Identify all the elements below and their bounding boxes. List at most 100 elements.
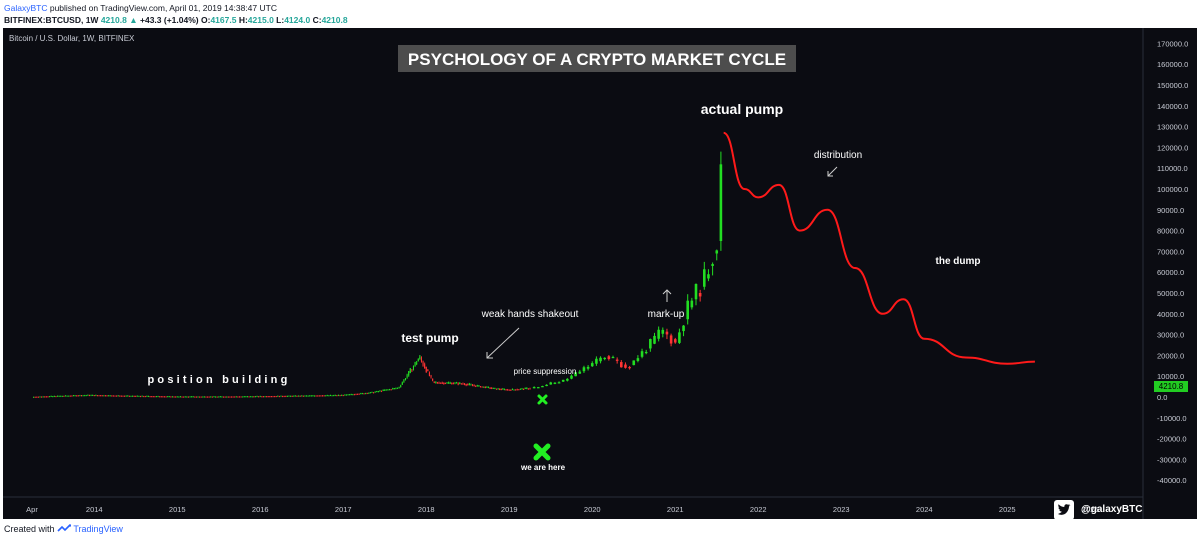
candle-body	[420, 358, 423, 362]
candle-body	[109, 395, 111, 397]
candle-body	[125, 395, 127, 397]
candle-body	[361, 393, 363, 395]
candle-body	[527, 388, 529, 390]
candle-body	[392, 388, 394, 390]
candle-body	[108, 395, 110, 397]
x-tick-label: 2024	[916, 505, 933, 514]
candle-body	[446, 382, 448, 384]
candle-body	[524, 387, 526, 390]
candle-body	[325, 395, 327, 397]
candle-body	[45, 396, 47, 398]
candle-body	[478, 385, 480, 387]
candle-body	[114, 395, 116, 397]
candle-body	[374, 391, 376, 393]
candle-body	[719, 164, 723, 241]
candle-body	[460, 383, 462, 385]
tradingview-link[interactable]: TradingView	[73, 524, 123, 534]
candle-body	[368, 392, 370, 394]
candle-body	[39, 396, 41, 398]
candle-body	[310, 395, 312, 397]
candle-body	[208, 396, 210, 398]
close-value: 4210.8	[321, 15, 348, 25]
candle-body	[404, 378, 407, 380]
candle-body	[570, 375, 573, 379]
candle-body	[84, 395, 86, 397]
candle-body	[267, 396, 269, 398]
candle-body	[243, 396, 245, 398]
candle-body	[393, 388, 395, 390]
candle-body	[36, 396, 38, 398]
price-axis[interactable]: 170000.0 160000.0 150000.0 140000.0 130000.0…	[1157, 39, 1188, 485]
candle-body	[184, 396, 186, 398]
mark-up-label: mark-up	[648, 309, 685, 320]
symbol-text: BITFINEX:BTCUSD, 1W	[4, 15, 99, 25]
candle-body	[363, 393, 365, 395]
candle-body	[163, 396, 166, 398]
candle-body	[365, 392, 367, 395]
candle-body	[438, 382, 440, 384]
candle-body	[76, 395, 78, 397]
candle-body	[430, 375, 432, 377]
twitter-icon	[1054, 500, 1074, 520]
time-axis[interactable]: Apr 2014 2015 2016 2017 2018 2019 2020 2021 2022 2…	[26, 505, 1098, 514]
candle-body	[347, 394, 349, 396]
candle-body	[168, 396, 170, 398]
candle-body	[465, 384, 467, 386]
last-price: 4210.8	[100, 15, 127, 25]
candle-body	[353, 394, 355, 396]
candle-body	[406, 375, 408, 378]
candle-body	[428, 372, 430, 376]
candle-body	[425, 367, 427, 373]
candle-body	[53, 395, 55, 398]
last-price-tag	[1154, 381, 1188, 392]
candle-body	[396, 387, 399, 389]
candle-body	[644, 351, 648, 354]
candle-body	[202, 396, 204, 398]
candle-body	[226, 396, 228, 398]
x-tick-label: 2018	[418, 505, 435, 514]
candle-body	[151, 396, 153, 398]
y-tick-label: 140000.0	[1157, 102, 1188, 111]
candle-body	[50, 395, 52, 398]
y-tick-label: 100000.0	[1157, 185, 1188, 194]
up-arrow-icon: ▲	[129, 15, 138, 25]
low-value: 4124.0	[284, 15, 311, 25]
candle-body	[473, 385, 475, 387]
candle-body	[197, 396, 199, 398]
candle-body	[640, 351, 644, 357]
candle-body	[58, 395, 60, 397]
candle-body	[387, 389, 389, 391]
candle-body	[299, 395, 301, 397]
candle-body	[511, 388, 513, 391]
candle-body	[133, 395, 135, 398]
candle-body	[376, 390, 378, 393]
y-tick-label: -20000.0	[1157, 435, 1187, 444]
candle-body	[690, 300, 694, 308]
candle-body	[280, 395, 282, 397]
candle-body	[433, 381, 435, 383]
candle-body	[301, 395, 303, 397]
candle-body	[553, 382, 557, 384]
twitter-badge[interactable]: @galaxyBTC	[1054, 497, 1150, 525]
candle-body	[235, 396, 237, 398]
candle-body	[516, 389, 518, 391]
candle-body	[499, 388, 501, 391]
candle-body	[116, 395, 118, 397]
candle-body	[379, 390, 381, 392]
candle-body	[615, 359, 619, 361]
small-x-marker-icon	[537, 394, 548, 405]
chart-canvas[interactable]: 170000.0 160000.0 150000.0 140000.0 130000.0…	[3, 28, 1197, 519]
twitter-handle[interactable]: @galaxyBTC	[1081, 504, 1143, 515]
author-link[interactable]: GalaxyBTC	[4, 3, 48, 13]
candle-body	[321, 395, 324, 397]
candle-body	[290, 395, 292, 397]
candle-body	[384, 389, 386, 392]
candle-body	[414, 362, 416, 366]
down-left-arrow-icon	[486, 327, 520, 359]
candle-body	[344, 394, 346, 396]
candle-body	[288, 395, 290, 397]
y-tick-label: 20000.0	[1157, 351, 1184, 360]
chart-panel[interactable]: 170000.0 160000.0 150000.0 140000.0 130000.0…	[3, 28, 1197, 520]
candle-body	[411, 370, 413, 372]
candle-body	[143, 395, 145, 398]
